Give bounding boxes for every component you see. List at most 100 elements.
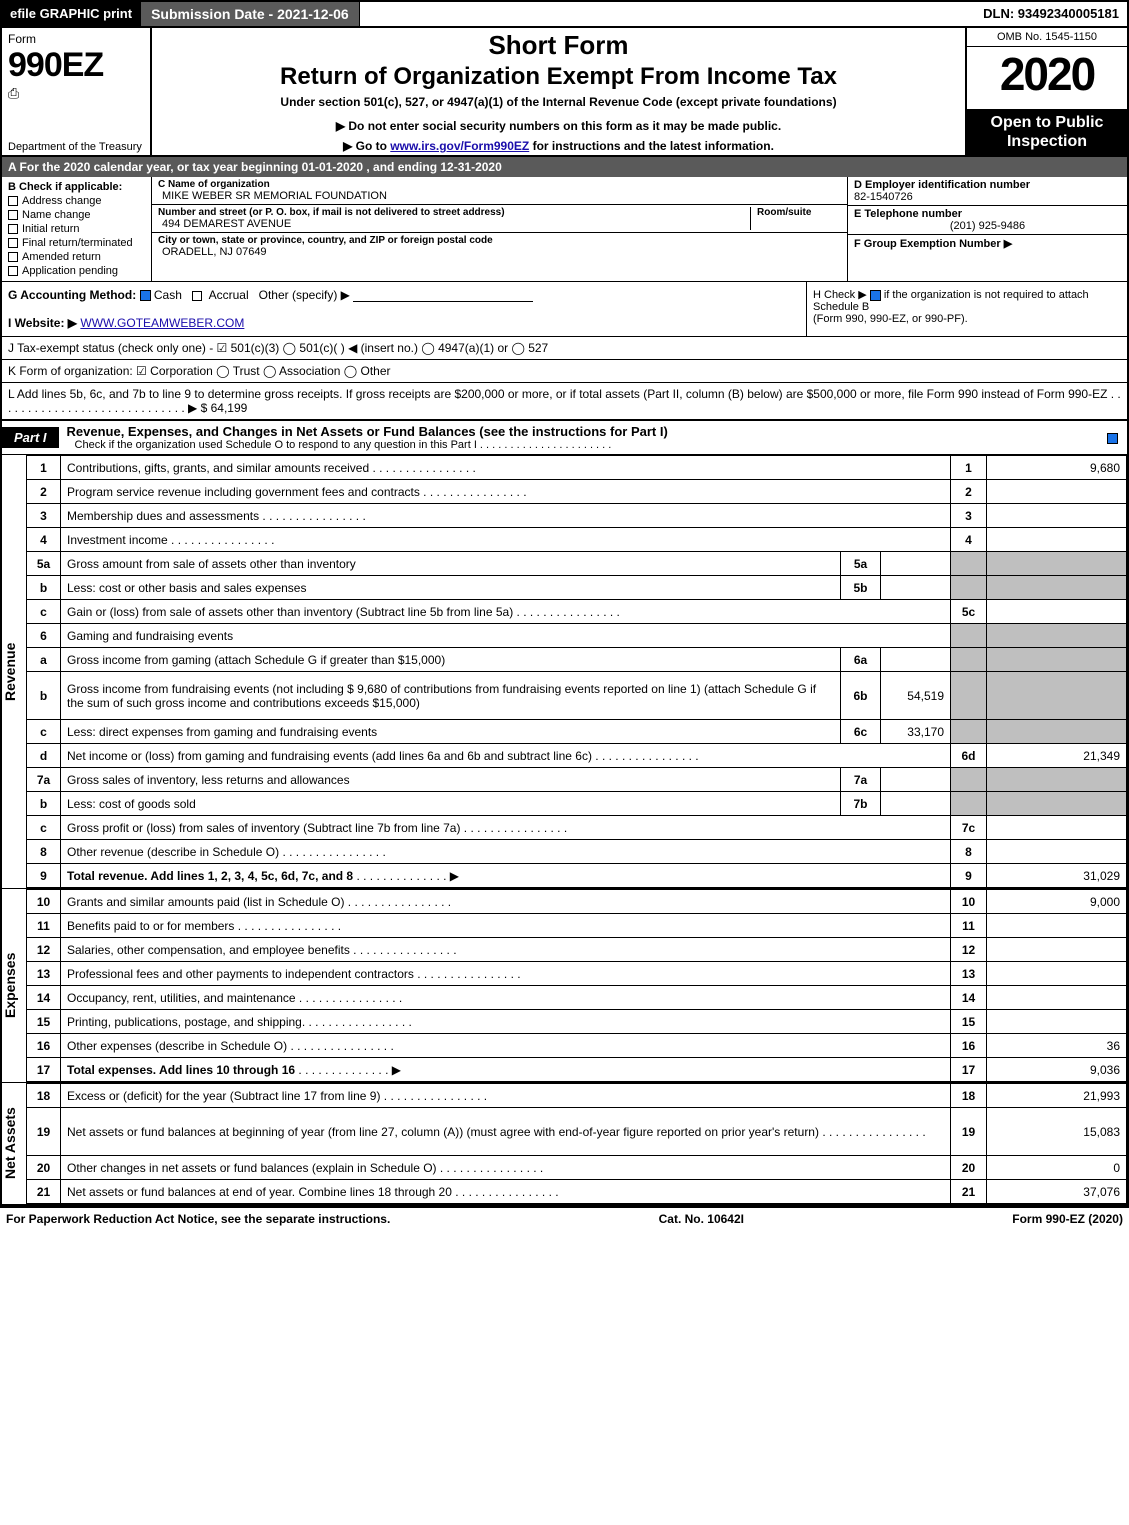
right-line-number: 1 bbox=[951, 456, 987, 480]
top-bar: efile GRAPHIC print Submission Date - 20… bbox=[0, 0, 1129, 28]
table-row: cGain or (loss) from sale of assets othe… bbox=[27, 600, 1127, 624]
right-amount: 31,029 bbox=[987, 864, 1127, 888]
d-ein-value: 82-1540726 bbox=[854, 191, 913, 203]
right-num-shade bbox=[951, 768, 987, 792]
line-number: 16 bbox=[27, 1034, 61, 1058]
right-amount bbox=[987, 914, 1127, 938]
right-line-number: 7c bbox=[951, 816, 987, 840]
box-c: C Name of organization MIKE WEBER SR MEM… bbox=[152, 177, 847, 281]
c-name-label: C Name of organization bbox=[158, 179, 841, 190]
line-number: c bbox=[27, 816, 61, 840]
line-description: Gross income from gaming (attach Schedul… bbox=[61, 648, 841, 672]
table-row: bLess: cost of goods sold7b bbox=[27, 792, 1127, 816]
inner-box-value bbox=[881, 648, 951, 672]
e-phone-label: E Telephone number bbox=[854, 208, 962, 220]
line-description: Investment income . . . . . . . . . . . … bbox=[61, 528, 951, 552]
identity-grid: B Check if applicable: Address change Na… bbox=[0, 177, 1129, 1206]
website-link[interactable]: WWW.GOTEAMWEBER.COM bbox=[80, 316, 244, 330]
right-line-number: 16 bbox=[951, 1034, 987, 1058]
chk-cash[interactable] bbox=[140, 290, 151, 301]
form-header: Form 990EZ ⎙ Department of the Treasury … bbox=[0, 28, 1129, 157]
table-row: 2Program service revenue including gover… bbox=[27, 480, 1127, 504]
line-description: Gross sales of inventory, less returns a… bbox=[61, 768, 841, 792]
footer-right: Form 990-EZ (2020) bbox=[1012, 1212, 1123, 1226]
line-number: 12 bbox=[27, 938, 61, 962]
chk-name-change[interactable] bbox=[8, 210, 18, 220]
line-description: Total revenue. Add lines 1, 2, 3, 4, 5c,… bbox=[61, 864, 951, 888]
table-row: 5aGross amount from sale of assets other… bbox=[27, 552, 1127, 576]
table-row: 12Salaries, other compensation, and empl… bbox=[27, 938, 1127, 962]
lbl-final-return: Final return/terminated bbox=[22, 237, 133, 249]
c-room-label: Room/suite bbox=[757, 207, 841, 218]
right-line-number: 17 bbox=[951, 1058, 987, 1082]
right-amt-shade bbox=[987, 576, 1127, 600]
table-row: 20Other changes in net assets or fund ba… bbox=[27, 1156, 1127, 1180]
inner-box-value bbox=[881, 552, 951, 576]
right-num-shade bbox=[951, 552, 987, 576]
right-line-number: 8 bbox=[951, 840, 987, 864]
table-row: 1Contributions, gifts, grants, and simil… bbox=[27, 456, 1127, 480]
table-row: 7aGross sales of inventory, less returns… bbox=[27, 768, 1127, 792]
chk-initial-return[interactable] bbox=[8, 224, 18, 234]
return-title: Return of Organization Exempt From Incom… bbox=[160, 63, 957, 91]
i-label: I Website: ▶ bbox=[8, 316, 77, 330]
table-row: cLess: direct expenses from gaming and f… bbox=[27, 720, 1127, 744]
part1-subtitle: Check if the organization used Schedule … bbox=[67, 439, 1089, 451]
right-amount: 37,076 bbox=[987, 1180, 1127, 1204]
right-amount: 21,993 bbox=[987, 1084, 1127, 1108]
line-number: 6 bbox=[27, 624, 61, 648]
right-amount bbox=[987, 938, 1127, 962]
right-amount bbox=[987, 480, 1127, 504]
form-title-block: Short Form Return of Organization Exempt… bbox=[152, 28, 967, 155]
efile-print-button[interactable]: efile GRAPHIC print bbox=[2, 2, 141, 26]
inner-box-label: 7b bbox=[841, 792, 881, 816]
goto-line: ▶ Go to www.irs.gov/Form990EZ for instru… bbox=[160, 139, 957, 153]
right-amount: 9,036 bbox=[987, 1058, 1127, 1082]
right-num-shade bbox=[951, 720, 987, 744]
netassets-side-label: Net Assets bbox=[2, 1083, 26, 1204]
right-line-number: 11 bbox=[951, 914, 987, 938]
chk-accrual[interactable] bbox=[192, 291, 202, 301]
line-number: b bbox=[27, 576, 61, 600]
right-line-number: 12 bbox=[951, 938, 987, 962]
table-row: 21Net assets or fund balances at end of … bbox=[27, 1180, 1127, 1204]
c-city-value: ORADELL, NJ 07649 bbox=[162, 246, 493, 258]
irs-link[interactable]: www.irs.gov/Form990EZ bbox=[390, 139, 529, 153]
chk-amended-return[interactable] bbox=[8, 252, 18, 262]
line-number: 5a bbox=[27, 552, 61, 576]
line-description: Gross profit or (loss) from sales of inv… bbox=[61, 816, 951, 840]
table-row: 15Printing, publications, postage, and s… bbox=[27, 1010, 1127, 1034]
line-number: 17 bbox=[27, 1058, 61, 1082]
chk-schedule-o[interactable] bbox=[1107, 433, 1118, 444]
table-row: 14Occupancy, rent, utilities, and mainte… bbox=[27, 986, 1127, 1010]
right-amount bbox=[987, 528, 1127, 552]
inner-box-value: 54,519 bbox=[881, 672, 951, 720]
line-description: Membership dues and assessments . . . . … bbox=[61, 504, 951, 528]
inner-box-label: 5b bbox=[841, 576, 881, 600]
line-j: J Tax-exempt status (check only one) - ☑… bbox=[2, 336, 1127, 359]
chk-address-change[interactable] bbox=[8, 196, 18, 206]
l-text: L Add lines 5b, 6c, and 7b to line 9 to … bbox=[8, 387, 1121, 415]
line-number: a bbox=[27, 648, 61, 672]
table-row: 18Excess or (deficit) for the year (Subt… bbox=[27, 1084, 1127, 1108]
footer-mid: Cat. No. 10642I bbox=[659, 1212, 744, 1226]
chk-application-pending[interactable] bbox=[8, 266, 18, 276]
line-description: Benefits paid to or for members . . . . … bbox=[61, 914, 951, 938]
chk-final-return[interactable] bbox=[8, 238, 18, 248]
chk-schedule-b[interactable] bbox=[870, 290, 881, 301]
g-accrual: Accrual bbox=[209, 288, 249, 302]
lbl-amended-return: Amended return bbox=[22, 251, 101, 263]
lbl-name-change: Name change bbox=[22, 209, 91, 221]
box-b-header: B Check if applicable: bbox=[8, 181, 145, 193]
right-num-shade bbox=[951, 792, 987, 816]
inner-box-label: 6b bbox=[841, 672, 881, 720]
line-number: 20 bbox=[27, 1156, 61, 1180]
line-number: b bbox=[27, 672, 61, 720]
g-other-input[interactable] bbox=[353, 301, 533, 302]
table-row: 10Grants and similar amounts paid (list … bbox=[27, 890, 1127, 914]
tax-year: 2020 bbox=[967, 47, 1127, 109]
h-text-c: (Form 990, 990-EZ, or 990-PF). bbox=[813, 313, 968, 325]
revenue-side-label: Revenue bbox=[2, 455, 26, 888]
line-number: b bbox=[27, 792, 61, 816]
page-footer: For Paperwork Reduction Act Notice, see … bbox=[0, 1206, 1129, 1230]
